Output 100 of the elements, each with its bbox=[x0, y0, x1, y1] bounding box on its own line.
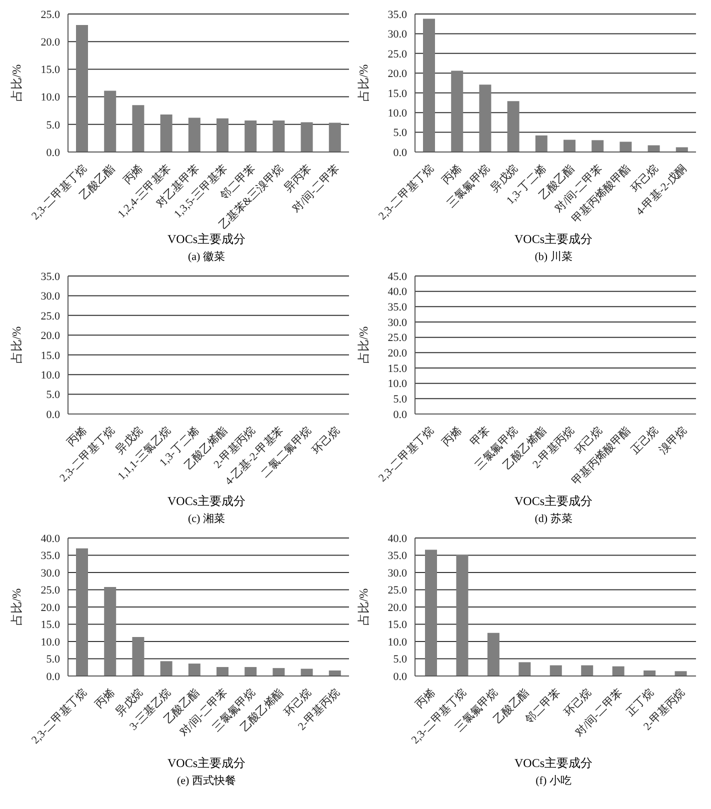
y-tick-label: 10.0 bbox=[40, 636, 60, 648]
bar bbox=[76, 548, 88, 676]
y-tick-label: 35.0 bbox=[388, 8, 408, 21]
y-axis-title: 占比/% bbox=[356, 64, 370, 102]
text: (a) 徽菜 bbox=[187, 250, 226, 265]
bar bbox=[507, 101, 520, 152]
y-tick-label: 0.0 bbox=[46, 670, 60, 683]
y-tick-label: 15.0 bbox=[40, 64, 60, 76]
y-tick-label: 35.0 bbox=[388, 302, 408, 314]
y-axis-title: 占比/% bbox=[9, 64, 24, 102]
x-tick-label: 2,3-二甲基丁烷 bbox=[376, 162, 436, 222]
y-tick-label: 25.0 bbox=[388, 584, 408, 597]
bar bbox=[216, 667, 228, 676]
y-tick-label: 15.0 bbox=[40, 350, 60, 362]
bar bbox=[244, 667, 257, 676]
y-tick-label: 25.0 bbox=[388, 332, 408, 344]
y-tick-label: 10.0 bbox=[388, 378, 408, 390]
y-tick-label: 5.0 bbox=[46, 389, 60, 402]
bar bbox=[451, 70, 464, 152]
bar bbox=[160, 661, 172, 676]
y-tick-label: 5.0 bbox=[393, 394, 408, 406]
bar bbox=[479, 84, 492, 152]
y-tick-label: 10.0 bbox=[388, 107, 408, 120]
text: (f) 小吃 bbox=[534, 774, 572, 789]
bar bbox=[188, 664, 200, 676]
bar bbox=[564, 140, 576, 152]
bar bbox=[425, 550, 437, 676]
x-axis-title: VOCs主要成分 bbox=[166, 755, 246, 772]
bar bbox=[300, 122, 313, 152]
bar bbox=[592, 140, 604, 152]
x-axis-title: VOCs主要成分 bbox=[513, 493, 594, 510]
y-tick-label: 40.0 bbox=[388, 532, 408, 545]
y-axis-title: 占比/% bbox=[9, 326, 24, 364]
y-tick-label: 0.0 bbox=[46, 408, 60, 421]
y-tick-label: 5.0 bbox=[393, 127, 408, 140]
x-tick-label: 丙烯 bbox=[440, 424, 464, 449]
x-tick-label: 2,3-二甲基丁烷 bbox=[28, 686, 90, 746]
y-tick-label: 20.0 bbox=[40, 330, 60, 342]
bar bbox=[160, 114, 172, 152]
y-axis-title: 占比/% bbox=[356, 588, 370, 626]
y-tick-label: 20.0 bbox=[388, 348, 408, 360]
y-tick-label: 5.0 bbox=[46, 654, 60, 666]
text: (b) 川菜 bbox=[534, 250, 574, 265]
x-axis-title: VOCs主要成分 bbox=[513, 755, 594, 772]
text: (c) 湘菜 bbox=[187, 512, 226, 527]
y-tick-label: 15.0 bbox=[388, 619, 408, 632]
y-tick-label: 35.0 bbox=[388, 550, 408, 562]
y-tick-label: 30.0 bbox=[40, 567, 60, 580]
bar bbox=[550, 665, 562, 676]
y-tick-label: 30.0 bbox=[40, 290, 60, 303]
bar bbox=[216, 118, 228, 152]
y-tick-label: 15.0 bbox=[388, 362, 408, 375]
bar bbox=[132, 637, 144, 676]
bar bbox=[644, 670, 656, 676]
y-tick-label: 0.0 bbox=[393, 146, 408, 159]
text: (e) 西式快餐 bbox=[176, 774, 237, 789]
bar bbox=[104, 90, 116, 152]
y-tick-label: 20.0 bbox=[40, 602, 60, 614]
y-tick-label: 30.0 bbox=[388, 567, 408, 580]
y-tick-label: 35.0 bbox=[40, 270, 60, 283]
y-tick-label: 25.0 bbox=[40, 584, 60, 597]
x-axis-title: VOCs主要成分 bbox=[166, 493, 246, 510]
bar bbox=[328, 670, 341, 676]
bar bbox=[76, 25, 88, 152]
x-axis-title: VOCs主要成分 bbox=[166, 231, 246, 248]
y-tick-label: 10.0 bbox=[388, 636, 408, 648]
y-tick-label: 35.0 bbox=[40, 550, 60, 562]
bar bbox=[272, 668, 285, 676]
y-axis-title: 占比/% bbox=[9, 588, 24, 626]
y-tick-label: 5.0 bbox=[46, 119, 60, 132]
y-tick-label: 15.0 bbox=[388, 88, 408, 100]
bar bbox=[272, 120, 285, 152]
y-tick-label: 40.0 bbox=[40, 532, 60, 545]
x-tick-label: 丙烯 bbox=[413, 686, 438, 711]
y-tick-label: 40.0 bbox=[388, 286, 408, 298]
bar bbox=[188, 118, 200, 152]
bar bbox=[244, 120, 257, 152]
y-tick-label: 45.0 bbox=[388, 270, 408, 283]
y-tick-label: 30.0 bbox=[388, 316, 408, 329]
y-tick-label: 5.0 bbox=[393, 654, 408, 666]
bar bbox=[423, 18, 435, 152]
x-axis-title: VOCs主要成分 bbox=[513, 231, 594, 248]
bar bbox=[518, 662, 531, 676]
y-tick-label: 10.0 bbox=[40, 92, 60, 104]
x-tick-label: 2,3-二甲基丁烷 bbox=[376, 424, 436, 484]
bar bbox=[456, 554, 468, 676]
bar bbox=[132, 105, 144, 152]
y-tick-label: 30.0 bbox=[388, 28, 408, 41]
bar bbox=[581, 665, 594, 676]
bar bbox=[328, 122, 341, 152]
bar bbox=[612, 666, 624, 676]
bar bbox=[674, 671, 687, 676]
y-axis-title: 占比/% bbox=[356, 326, 370, 364]
y-tick-label: 0.0 bbox=[46, 146, 60, 159]
y-tick-label: 0.0 bbox=[393, 670, 408, 683]
y-tick-label: 20.0 bbox=[388, 68, 408, 80]
bar bbox=[535, 135, 548, 152]
bar bbox=[620, 142, 632, 152]
y-tick-label: 25.0 bbox=[40, 310, 60, 322]
y-tick-label: 20.0 bbox=[40, 36, 60, 49]
